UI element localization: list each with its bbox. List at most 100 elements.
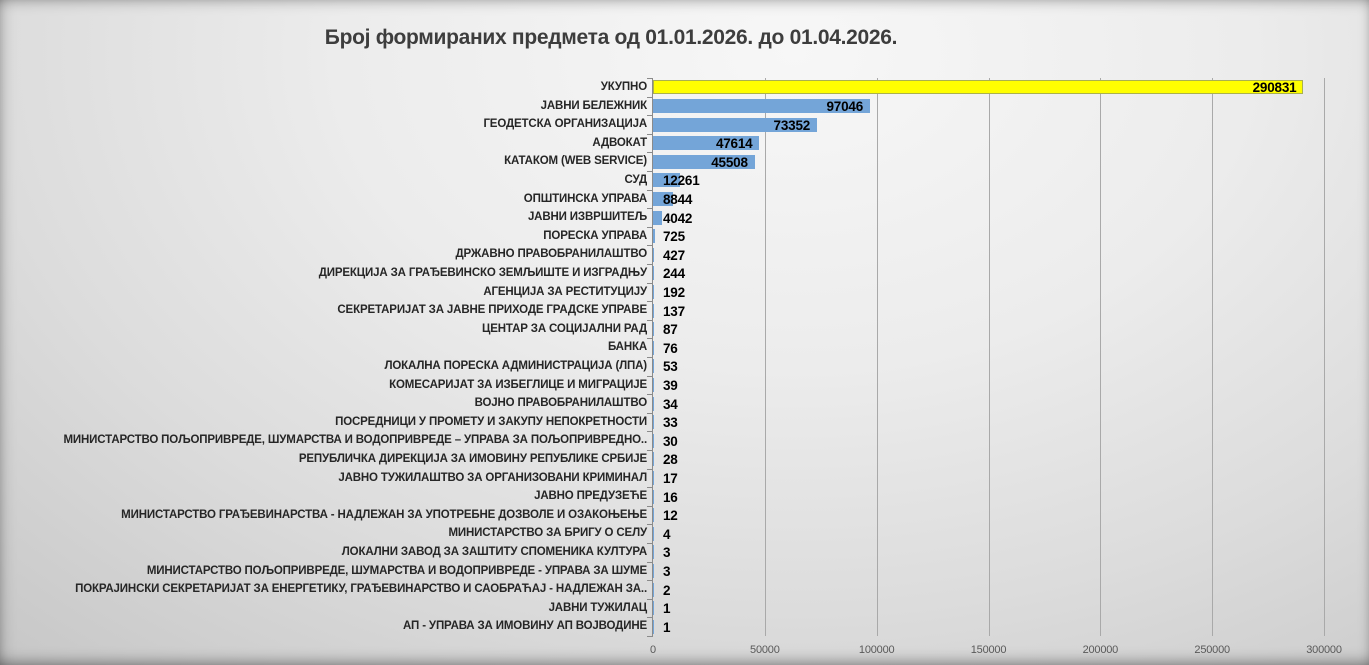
- category-axis-tick: [647, 580, 653, 582]
- value-label: 97046: [826, 98, 864, 114]
- category-axis-tick: [647, 450, 653, 451]
- category-axis-tick: [647, 487, 653, 489]
- category-axis-tick: [647, 208, 653, 210]
- bar: [653, 340, 654, 355]
- bar: [653, 322, 654, 337]
- bar: [653, 247, 654, 262]
- value-label: 3: [663, 563, 671, 579]
- category-axis-tick: [647, 264, 653, 265]
- category-label: ЈАВНИ БЕЛЕЖНИК: [540, 99, 647, 112]
- value-label: 1: [663, 619, 671, 635]
- value-label: 192: [663, 284, 685, 300]
- gridline: [1324, 78, 1325, 636]
- category-axis-tick: [647, 226, 653, 228]
- category-label: РЕПУБЛИЧКА ДИРЕКЦИЈА ЗА ИМОВИНУ РЕПУБЛИК…: [298, 453, 647, 465]
- category-axis-tick: [647, 115, 653, 117]
- bar: [653, 545, 654, 560]
- value-label: 39: [663, 377, 678, 393]
- bar: [653, 601, 654, 616]
- gridline: [764, 78, 766, 636]
- category-axis-tick: [647, 282, 653, 284]
- category-axis-tick: [647, 561, 653, 563]
- bar: [653, 526, 654, 541]
- category-label: ЛОКАЛНИ ЗАВОД ЗА ЗАШТИТУ СПОМЕНИКА КУЛТУ…: [341, 546, 647, 558]
- x-axis-tick-label: 200000: [1082, 644, 1119, 656]
- x-axis-tick-label: 100000: [858, 644, 895, 656]
- bar: [653, 229, 655, 244]
- category-axis-tick: [647, 636, 653, 637]
- bar: [653, 563, 654, 578]
- bar: [653, 136, 760, 151]
- total-bar: [653, 80, 1304, 95]
- bar: [653, 508, 654, 523]
- category-axis-tick: [647, 133, 653, 135]
- category-axis-tick: [647, 524, 653, 526]
- category-axis-tick: [647, 96, 653, 98]
- category-label: ОПШТИНСКА УПРАВА: [523, 192, 647, 205]
- category-label: АГЕНЦИЈА ЗА РЕСТИТУЦИЈУ: [483, 285, 647, 298]
- category-axis-tick: [647, 394, 653, 396]
- value-label: 4042: [663, 210, 693, 226]
- category-label: МИНИСТАРСТВО ЗА БРИГУ О СЕЛУ: [448, 527, 647, 540]
- bar: [653, 489, 654, 504]
- x-axis-tick-label: 0: [650, 644, 656, 656]
- value-label: 3: [663, 545, 671, 561]
- bar: [653, 154, 755, 169]
- category-axis-tick: [647, 412, 653, 414]
- bar: [653, 98, 871, 113]
- category-axis-tick: [647, 319, 653, 321]
- category-label: ГЕОДЕТСКА ОРГАНИЗАЦИЈА: [483, 118, 647, 131]
- bar: [653, 117, 818, 132]
- value-label: 76: [663, 340, 678, 356]
- category-label: ДИРЕКЦИЈА ЗА ГРАЂЕВИНСКО ЗЕМЉИШТЕ И ИЗГР…: [318, 267, 647, 279]
- value-label: 725: [663, 229, 685, 245]
- category-label: ПОРЕСКА УПРАВА: [543, 229, 647, 242]
- gridline: [1100, 78, 1102, 636]
- category-axis-tick: [647, 543, 653, 544]
- value-label: 87: [663, 322, 678, 338]
- category-axis-tick: [647, 245, 653, 247]
- value-label: 2: [663, 582, 671, 598]
- category-axis-tick: [647, 152, 653, 154]
- category-axis-tick: [647, 468, 653, 470]
- category-axis-tick: [647, 338, 653, 340]
- value-label: 290831: [1252, 80, 1297, 96]
- category-label: СУД: [624, 174, 648, 186]
- category-label: КАТАКОМ (WEB SERVICE): [504, 155, 647, 168]
- category-label: ВОЈНО ПРАВОБРАНИЛАШТВО: [474, 397, 648, 410]
- category-label: ЈАВНО ПРЕДУЗЕЋЕ: [534, 490, 647, 503]
- value-label: 47614: [715, 136, 753, 152]
- value-label: 16: [663, 489, 678, 505]
- category-label: УКУПНО: [600, 81, 647, 93]
- bar: [653, 377, 654, 392]
- value-label: 8844: [663, 191, 693, 207]
- category-label: МИНИСТАРСТВО ГРАЂЕВИНАРСТВА - НАДЛЕЖАН З…: [121, 508, 647, 521]
- gridline: [1212, 78, 1214, 636]
- bar: [653, 266, 654, 281]
- x-axis-tick-label: 50000: [750, 644, 780, 656]
- value-label: 17: [663, 470, 678, 486]
- value-label: 28: [663, 452, 678, 468]
- x-axis-tick-label: 250000: [1194, 644, 1230, 656]
- value-label: 53: [663, 359, 678, 375]
- bar: [653, 619, 654, 634]
- value-label: 33: [663, 415, 678, 431]
- bar: [653, 173, 681, 188]
- category-axis-tick: [647, 189, 653, 191]
- category-label: ДРЖАВНО ПРАВОБРАНИЛАШТВО: [455, 248, 648, 261]
- category-axis-tick: [647, 301, 653, 303]
- category-label: АДВОКАТ: [592, 136, 647, 149]
- category-axis-tick: [647, 171, 653, 172]
- bar: [653, 396, 654, 411]
- category-label: БАНКА: [607, 341, 647, 354]
- x-axis-tick-label: 300000: [1306, 644, 1342, 656]
- value-label: 12261: [663, 173, 700, 189]
- category-label: ЦЕНТАР ЗА СОЦИЈАЛНИ РАД: [482, 322, 647, 335]
- value-label: 34: [663, 396, 678, 412]
- plot-area: 290831 97046 73352 47614 45508 12261 8844 4042 7…: [647, 78, 1325, 637]
- value-label: 12: [663, 508, 678, 524]
- category-label: ПОКРАЈИНСКИ СЕКРЕТАРИЈАТ ЗА ЕНЕРГЕТИКУ, …: [75, 583, 647, 596]
- category-label: МИНИСТАРСТВО ПОЉОПРИВРЕДЕ, ШУМАРСТВА И В…: [146, 564, 647, 577]
- category-axis-tick: [647, 357, 653, 358]
